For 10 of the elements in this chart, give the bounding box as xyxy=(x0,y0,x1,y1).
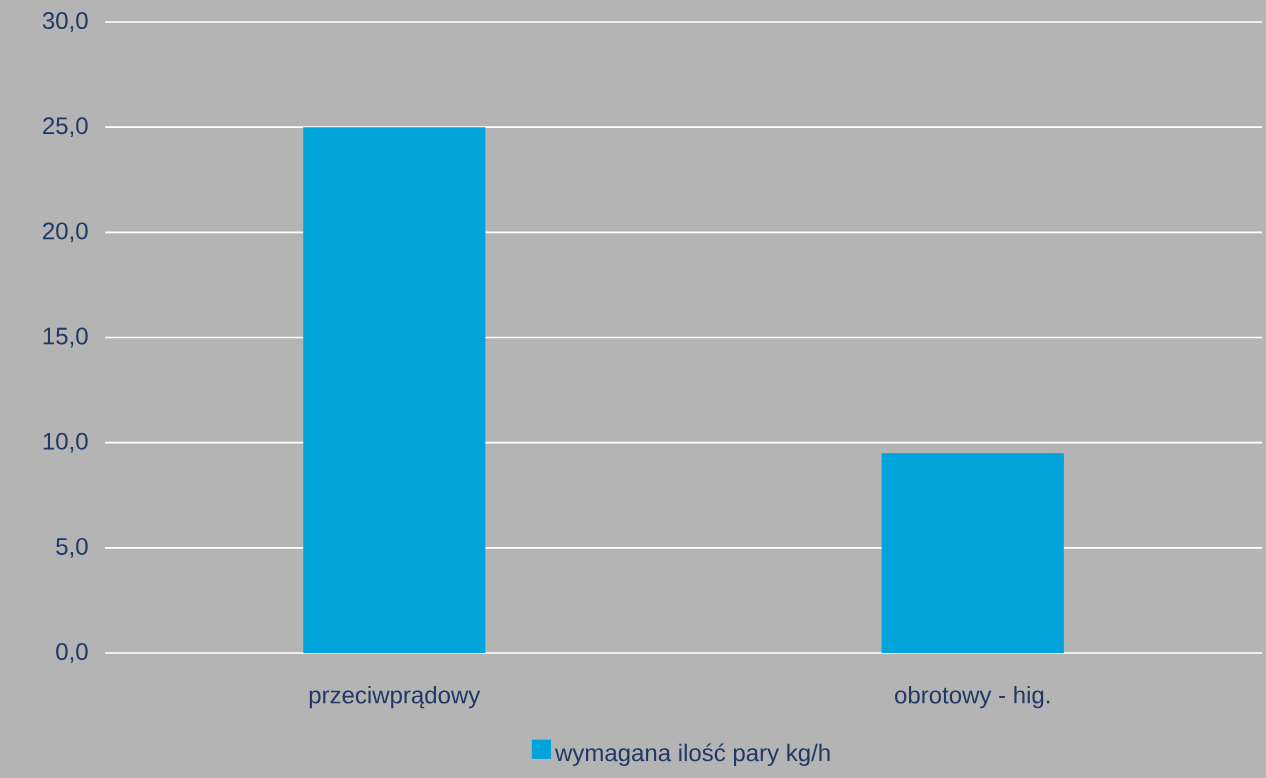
y-tick-label: 10,0 xyxy=(43,432,88,453)
y-tick-label: 30,0 xyxy=(42,12,88,32)
y-tick-label: 0,0 xyxy=(56,643,88,663)
legend-label: wymagana ilość pary kg/h xyxy=(555,743,830,767)
x-tick-label: obrotowy - hig. xyxy=(895,685,1050,709)
y-tick-label: 25,0 xyxy=(43,117,88,138)
y-tick-label: 15,0 xyxy=(43,327,88,348)
y-tick-label: 5,0 xyxy=(56,537,88,558)
y-tick-label: 20,0 xyxy=(43,222,88,243)
x-tick-label: przeciwprądowy xyxy=(309,685,481,709)
